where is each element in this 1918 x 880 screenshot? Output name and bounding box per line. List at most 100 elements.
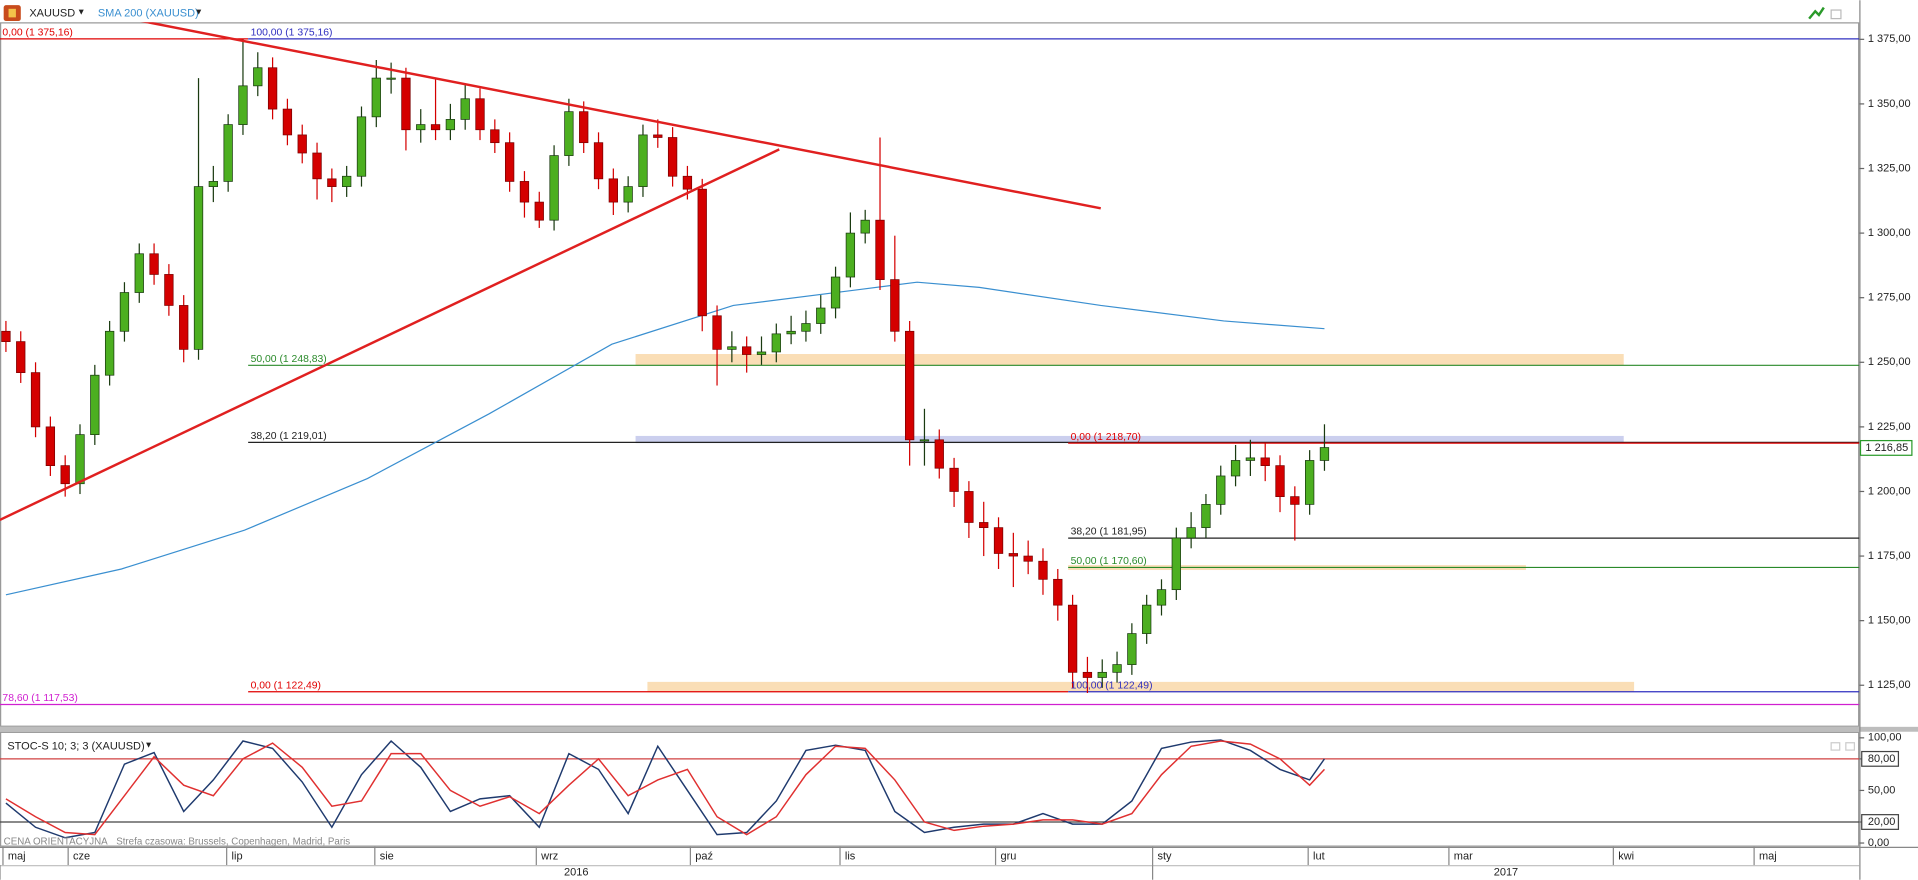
candle-body (460, 98, 470, 120)
stoch-line (5, 739, 1326, 839)
tick-box (1861, 814, 1900, 830)
candle-body (549, 155, 559, 221)
y-tick-label: 0,00 (1868, 837, 1889, 849)
candle-body (1230, 460, 1241, 477)
candle-body (386, 77, 396, 80)
candle-body (1186, 527, 1196, 539)
stoch-title[interactable]: STOC-S 10; 3; 3 (XAUUSD) (7, 740, 144, 752)
candle-body (964, 491, 974, 523)
fib-label: 0,00 (1 375,16) (2, 28, 72, 39)
candle-body (445, 119, 456, 131)
candle-body (653, 134, 663, 138)
candle-body (430, 124, 441, 131)
candle-body (119, 292, 130, 332)
candle-body (697, 188, 707, 317)
candle-body (1156, 589, 1167, 606)
candle-body (1023, 555, 1033, 562)
x-tick-label: paź (695, 850, 713, 862)
y-tick-label: 50,00 (1868, 784, 1896, 796)
candle-body (504, 142, 515, 182)
candle-body (1260, 457, 1270, 466)
candle-body (830, 276, 841, 309)
y-tick-label: 20,00 (1868, 816, 1896, 828)
candle-body (16, 341, 26, 373)
candle-body (890, 279, 900, 332)
candle-body (1305, 460, 1315, 505)
candle-body (253, 67, 263, 87)
candle-body (134, 253, 144, 293)
candle-body (904, 330, 915, 441)
y-tick-label: 1 150,00 (1868, 615, 1911, 627)
candle-body (579, 111, 589, 144)
candle-body (1, 330, 11, 342)
candle-body (949, 467, 959, 492)
stoch-frame (0, 731, 1860, 847)
last-price-box (1859, 439, 1913, 456)
candle-body (1127, 633, 1137, 665)
candle-body (1245, 457, 1256, 461)
toolbar-icon[interactable] (1808, 6, 1825, 20)
instrument-icon-inner (8, 8, 16, 18)
candle-body (60, 465, 70, 485)
x-tick-label: cze (73, 850, 90, 862)
candle-body (845, 232, 856, 278)
candle-body (223, 124, 233, 182)
candle-body (104, 330, 115, 376)
candle-body (416, 124, 426, 131)
x-tick-label: lis (845, 850, 856, 862)
candle-body (919, 439, 930, 442)
fib-label: 100,00 (1 375,16) (251, 28, 333, 39)
toolbar-icon[interactable] (1830, 9, 1842, 20)
candle-body (1142, 604, 1152, 634)
fib-label: 50,00 (1 248,83) (251, 354, 327, 365)
candle-body (1275, 465, 1285, 498)
x-tick-label: kwi (1618, 850, 1634, 862)
fib-label: 38,20 (1 219,01) (251, 431, 327, 442)
x-tick-label: mar (1454, 850, 1473, 862)
x-tick-label: wrz (540, 850, 558, 862)
zone (635, 354, 1624, 366)
dropdown-arrow[interactable]: ▼ (77, 7, 85, 17)
fib-label: 78,60 (1 117,53) (2, 693, 77, 704)
candle-body (297, 134, 307, 154)
candle-body (1008, 553, 1018, 557)
candle-body (816, 307, 826, 324)
candle-body (45, 426, 56, 466)
x-tick-label: maj (1759, 850, 1777, 862)
candle-body (875, 219, 885, 280)
fib-label: 38,20 (1 181,95) (1071, 527, 1147, 538)
sma-legend[interactable]: SMA 200 (XAUUSD) (98, 8, 199, 20)
candle-body (667, 137, 678, 177)
candle-body (564, 111, 574, 156)
zone (635, 435, 1624, 444)
candle-body (993, 527, 1004, 554)
candle-body (771, 333, 781, 353)
year-label: 2017 (1494, 866, 1518, 878)
y-tick-label: 1 325,00 (1868, 162, 1911, 174)
candle-body (534, 201, 544, 221)
instrument-title[interactable]: XAUUSD (29, 8, 75, 20)
toolbar-icon[interactable] (1845, 742, 1856, 751)
candle-body (1082, 671, 1093, 678)
x-tick-label: maj (8, 850, 26, 862)
candle-body (979, 522, 989, 529)
candle-body (801, 323, 811, 332)
candle-body (149, 253, 159, 275)
dropdown-arrow[interactable]: ▼ (144, 739, 152, 749)
y-tick-label: 1 225,00 (1868, 421, 1911, 433)
candle-body (1053, 578, 1063, 606)
year-label: 2016 (564, 866, 588, 878)
candle-body (75, 434, 85, 485)
candle-body (608, 178, 618, 203)
dropdown-arrow[interactable]: ▼ (194, 7, 202, 17)
candle-body (742, 346, 752, 355)
toolbar-icon[interactable] (1830, 742, 1841, 751)
y-tick-label: 80,00 (1868, 753, 1896, 765)
candle-body (164, 274, 174, 306)
last-price-label: 1 216,85 (1865, 442, 1908, 454)
candle-body (519, 181, 530, 203)
fib-label: 0,00 (1 218,70) (1071, 432, 1141, 443)
candle-body (727, 346, 737, 350)
candle-body (342, 175, 352, 187)
